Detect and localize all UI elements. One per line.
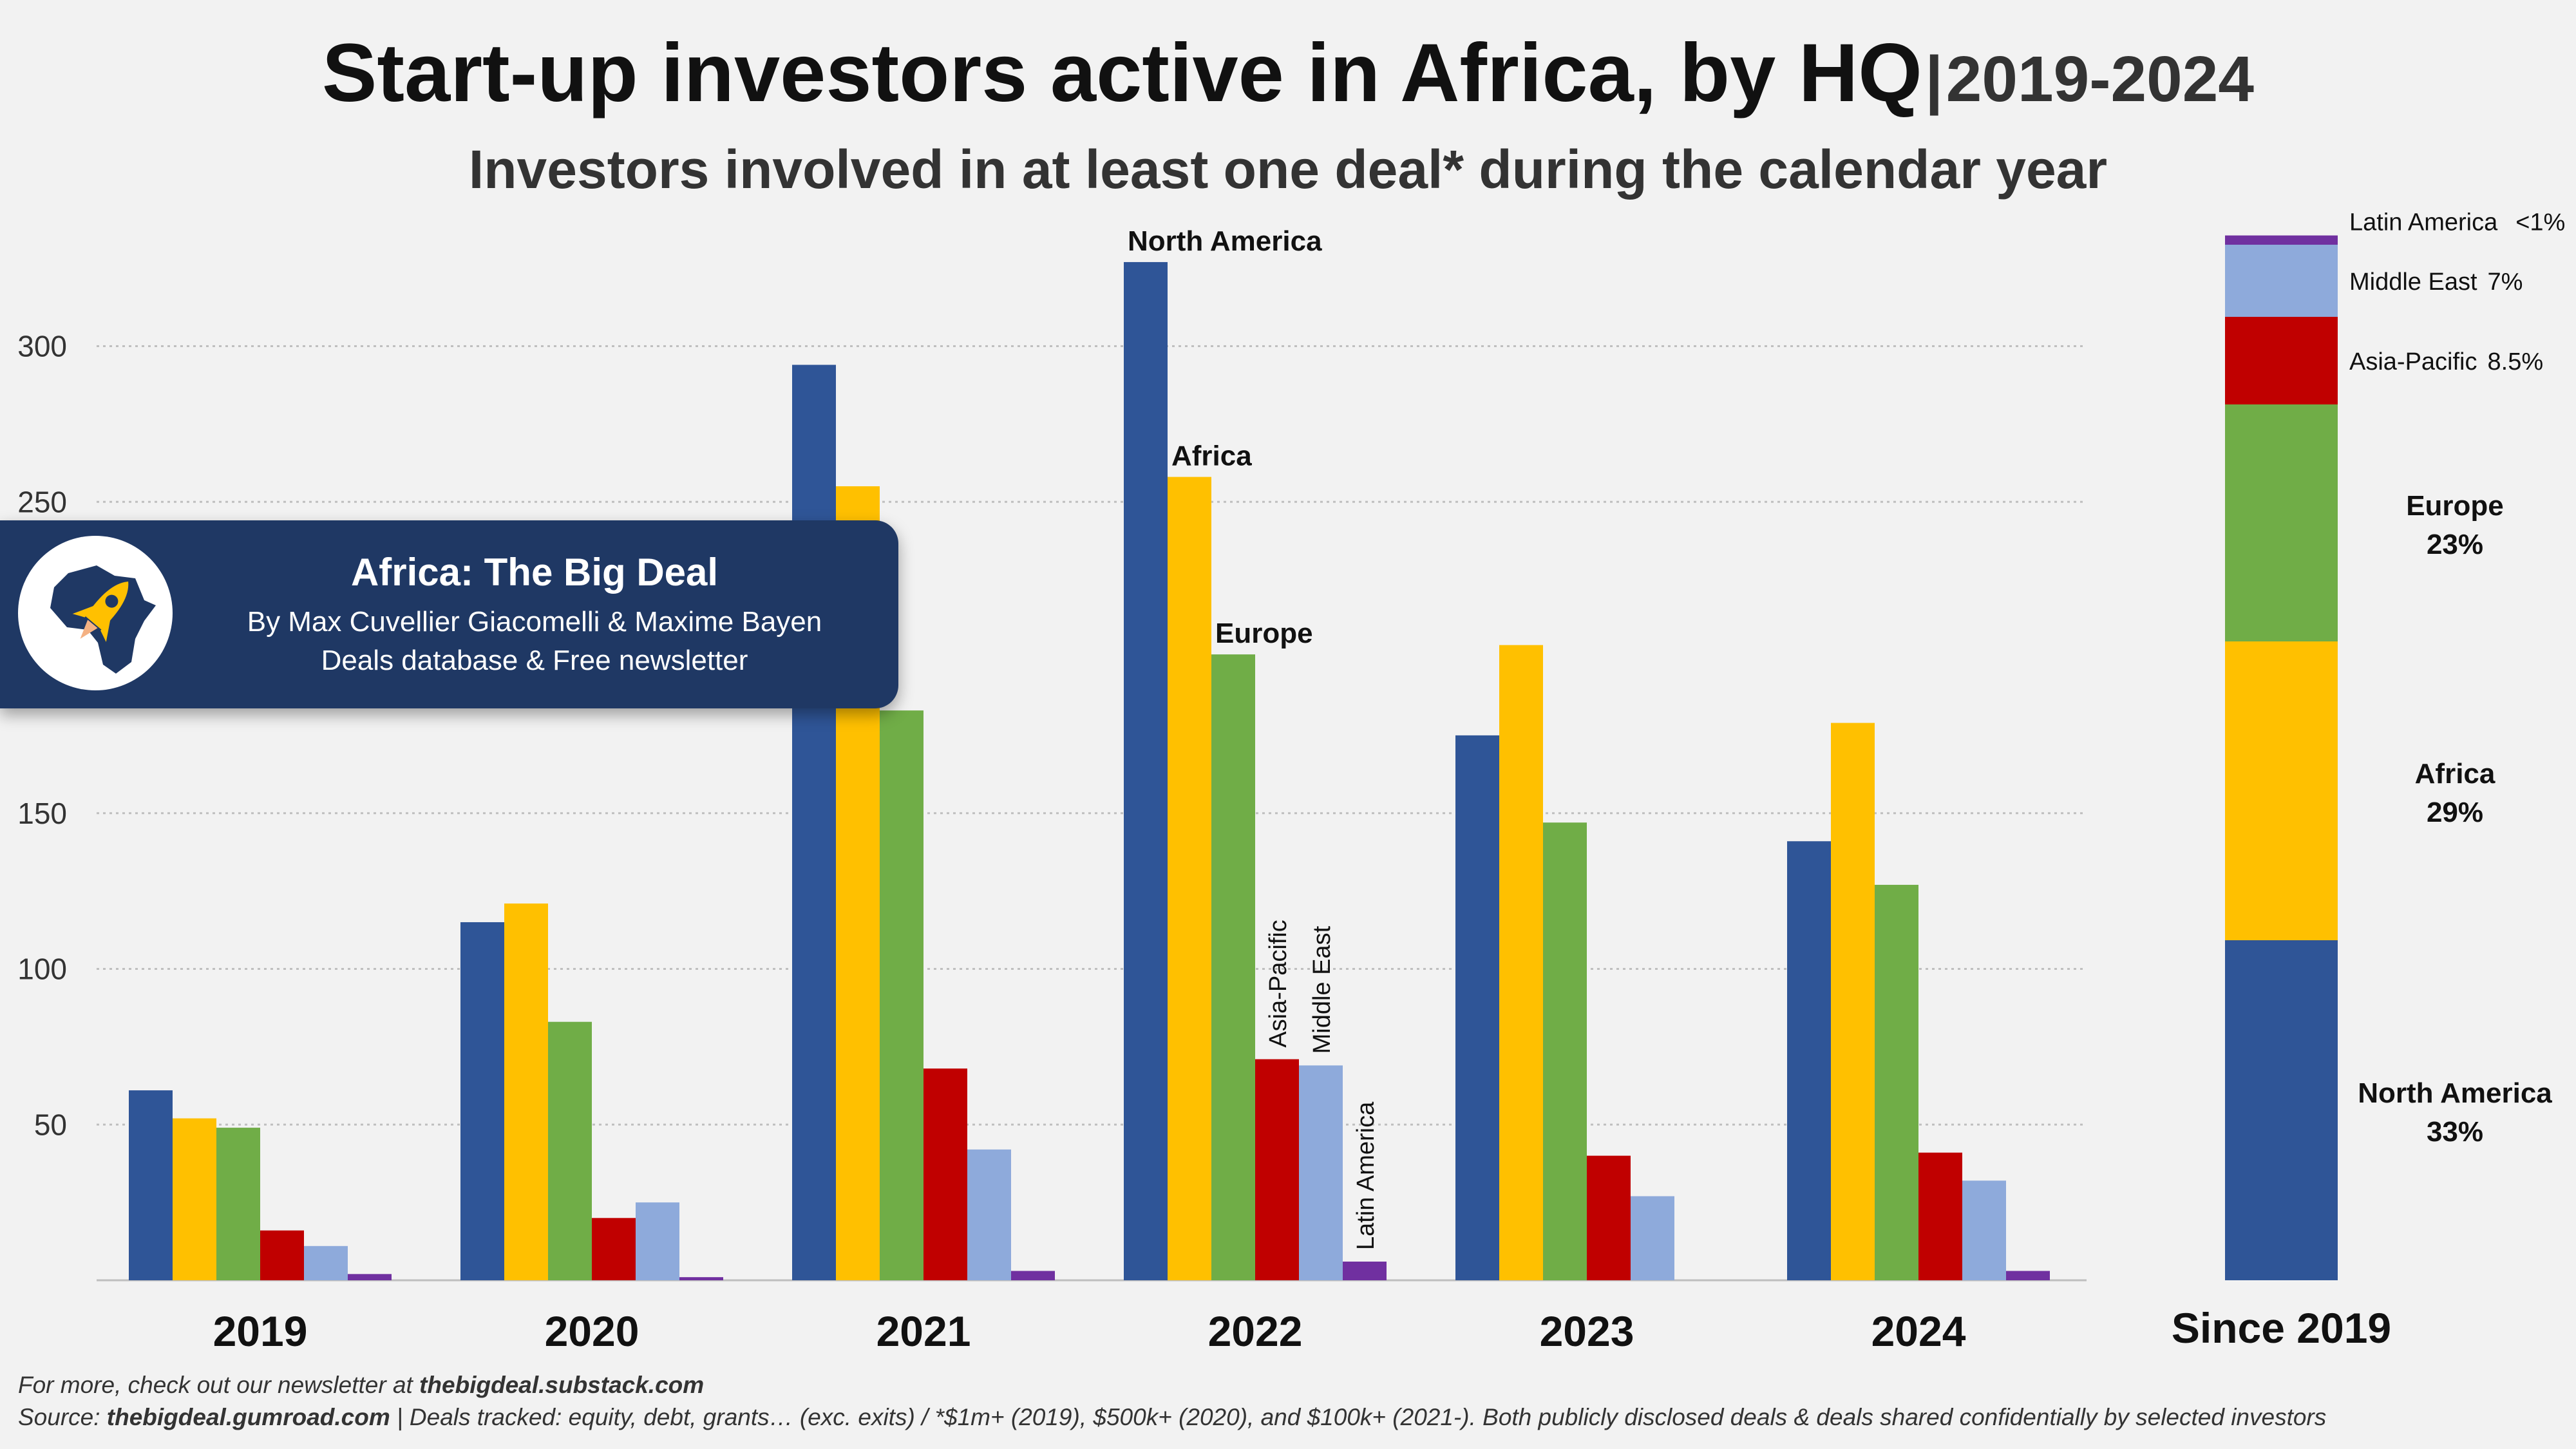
segment-share: 33% <box>2427 1116 2483 1148</box>
bar-latin-america <box>1343 1261 1387 1280</box>
footer-newsletter: For more, check out our newsletter at th… <box>18 1372 704 1399</box>
bar-north-america <box>1455 735 1499 1280</box>
africa-rocket-icon <box>18 536 173 690</box>
segment-name: Latin America <box>2349 209 2498 236</box>
series-label: Africa <box>1171 440 1252 472</box>
bar-latin-america <box>679 1277 723 1280</box>
bar-north-america <box>129 1090 173 1280</box>
segment-share: <1% <box>2515 209 2565 236</box>
chart-title-years: 2019-2024 <box>1946 43 2254 115</box>
segment-share: 7% <box>2488 269 2523 296</box>
bar-asia-pacific <box>592 1218 636 1280</box>
series-label: Asia-Pacific <box>1265 920 1292 1048</box>
segment-label: Middle East 7% <box>2349 269 2523 296</box>
source-link[interactable]: thebigdeal.gumroad.com <box>106 1404 390 1430</box>
bar-middle-east <box>304 1245 348 1280</box>
bar-north-america <box>460 922 504 1280</box>
bar-africa <box>1499 645 1543 1280</box>
bar-asia-pacific <box>923 1068 967 1280</box>
x-tick-label: 2024 <box>1871 1307 1966 1355</box>
stack-segment-middle-east <box>2225 245 2338 317</box>
footer-source: Source: thebigdeal.gumroad.com | Deals t… <box>18 1404 2326 1431</box>
stack-segment-north-america <box>2225 940 2338 1280</box>
banner-tagline: Deals database & Free newsletter <box>321 645 748 676</box>
bar-north-america <box>1124 261 1168 1281</box>
bar-europe <box>216 1128 260 1280</box>
series-label: Latin America <box>1352 1101 1379 1250</box>
segment-name: Europe <box>2406 490 2504 522</box>
segment-label: Latin America <1% <box>2349 209 2565 236</box>
brand-banner[interactable]: Africa: The Big Deal By Max Cuvellier Gi… <box>0 520 898 708</box>
y-tick-label: 50 <box>34 1108 67 1141</box>
bar-asia-pacific <box>1255 1059 1299 1280</box>
bar-africa <box>1831 723 1875 1280</box>
series-label: North America <box>1128 225 1322 257</box>
x-tick-label: 2022 <box>1208 1307 1303 1355</box>
segment-name: North America <box>2358 1077 2552 1109</box>
banner-text: Africa: The Big Deal By Max Cuvellier Gi… <box>206 550 863 683</box>
bar-middle-east <box>1962 1180 2006 1280</box>
bar-asia-pacific <box>260 1230 304 1280</box>
y-tick-label: 100 <box>17 952 67 986</box>
x-tick-label: 2023 <box>1540 1307 1634 1355</box>
bar-latin-america <box>2006 1271 2050 1280</box>
stack-segment-europe <box>2225 404 2338 641</box>
bar-africa <box>1168 477 1211 1280</box>
bar-asia-pacific <box>1587 1155 1631 1280</box>
bar-middle-east <box>967 1149 1011 1280</box>
bar-europe <box>1875 884 1918 1280</box>
stack-segment-africa <box>2225 641 2338 940</box>
bar-middle-east <box>1299 1065 1343 1280</box>
bar-north-america <box>792 365 836 1280</box>
x-tick-label: 2021 <box>876 1307 971 1355</box>
newsletter-link[interactable]: thebigdeal.substack.com <box>419 1372 705 1398</box>
series-label: Middle East <box>1309 925 1336 1054</box>
x-tick-label: 2020 <box>545 1307 639 1355</box>
banner-authors: By Max Cuvellier Giacomelli & Maxime Bay… <box>247 606 822 638</box>
segment-name: Africa <box>2415 758 2496 790</box>
bar-europe <box>880 710 923 1280</box>
footer-newsletter-text: For more, check out our newsletter at <box>18 1372 420 1398</box>
bar-latin-america <box>348 1274 392 1280</box>
x-tick-label: 2019 <box>213 1307 308 1355</box>
bar-africa <box>504 903 548 1280</box>
stack-segment-asia-pacific <box>2225 317 2338 404</box>
banner-title: Africa: The Big Deal <box>350 551 719 594</box>
bar-north-america <box>1787 841 1831 1280</box>
y-tick-label: 300 <box>17 330 67 363</box>
footer-source-prefix: Source: <box>18 1404 107 1430</box>
footer-source-text: | Deals tracked: equity, debt, grants… (… <box>390 1404 2327 1430</box>
y-tick-label: 250 <box>17 485 67 518</box>
chart-title-main: Start-up investors active in Africa, by … <box>322 27 1922 119</box>
bar-europe <box>1543 822 1587 1280</box>
segment-share: 29% <box>2427 797 2483 828</box>
stack-segment-latin-america <box>2225 235 2338 245</box>
segment-label: Asia-Pacific 8.5% <box>2349 348 2543 375</box>
segment-share: 8.5% <box>2488 348 2544 375</box>
x-tick-label: Since 2019 <box>2172 1304 2391 1352</box>
bar-europe <box>548 1021 592 1280</box>
series-label: Europe <box>1215 618 1313 649</box>
segment-name: Asia-Pacific <box>2349 348 2477 375</box>
chart-subtitle: Investors involved in at least one deal*… <box>468 139 2108 200</box>
bar-middle-east <box>636 1202 679 1280</box>
bar-europe <box>1211 654 1255 1280</box>
chart-title: Start-up investors active in Africa, by … <box>0 26 2576 120</box>
bar-latin-america <box>1011 1271 1055 1280</box>
bar-middle-east <box>1631 1196 1674 1280</box>
bar-africa <box>173 1118 216 1280</box>
chart-title-separator: | <box>1925 43 1944 115</box>
y-tick-label: 150 <box>17 797 67 830</box>
bar-asia-pacific <box>1918 1152 1962 1280</box>
segment-name: Middle East <box>2349 269 2477 296</box>
segment-share: 23% <box>2427 529 2483 560</box>
